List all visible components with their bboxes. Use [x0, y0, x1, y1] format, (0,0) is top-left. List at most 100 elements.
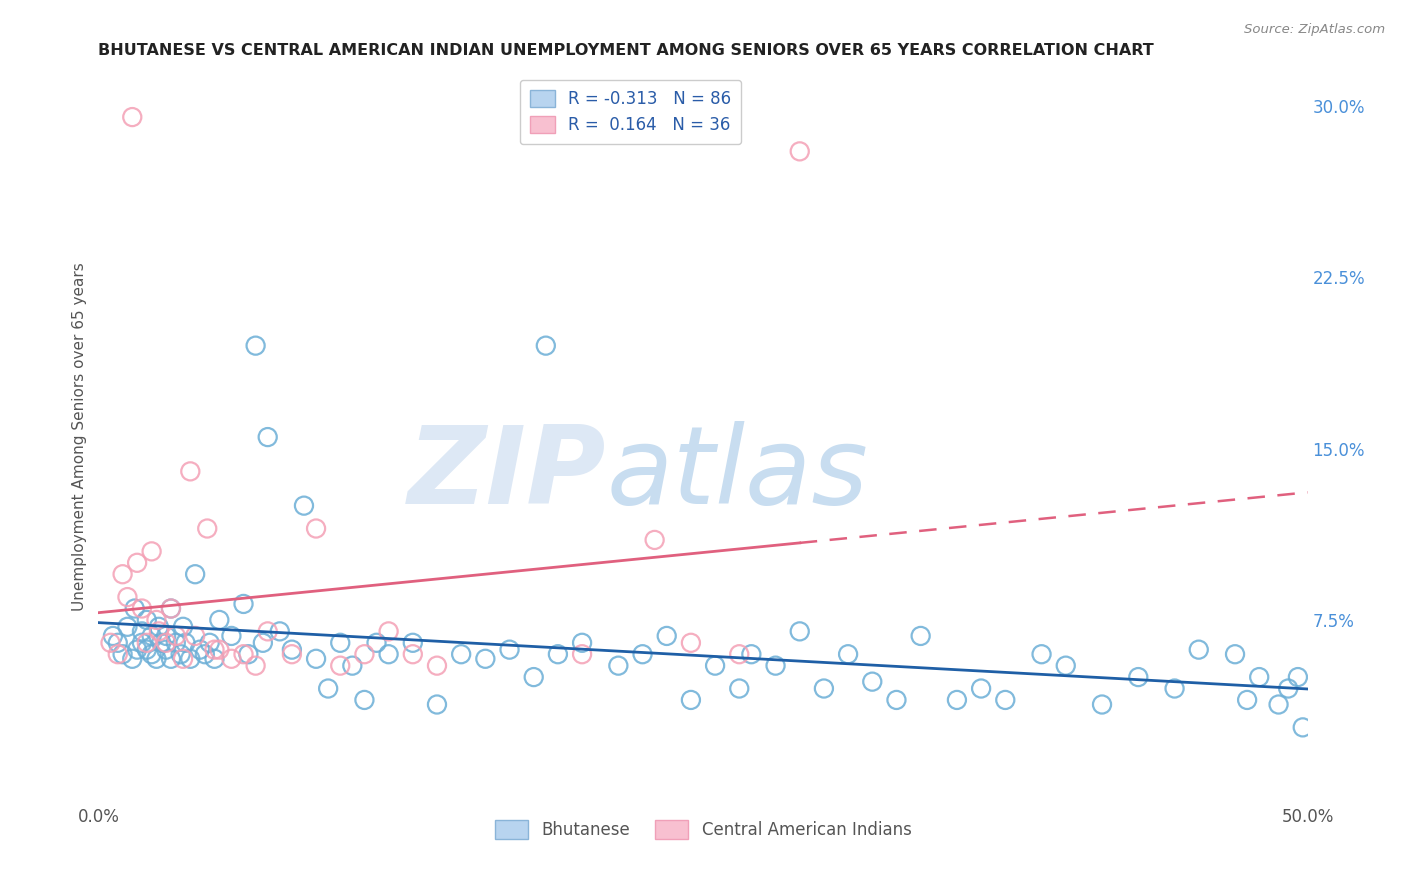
Point [970, 681, 993, 696]
Point [377, 647, 399, 661]
Point [1267, 698, 1289, 712]
Point [121, 110, 143, 124]
Point [165, 629, 187, 643]
Point [221, 629, 243, 643]
Point [145, 613, 167, 627]
Point [111, 567, 134, 582]
Point [141, 647, 163, 661]
Point [1223, 647, 1246, 661]
Point [208, 613, 231, 627]
Point [402, 636, 425, 650]
Point [141, 544, 163, 558]
Point [238, 647, 260, 661]
Text: Source: ZipAtlas.com: Source: ZipAtlas.com [1244, 23, 1385, 37]
Point [644, 533, 666, 547]
Text: atlas: atlas [606, 421, 868, 526]
Point [607, 658, 630, 673]
Point [426, 658, 449, 673]
Point [232, 597, 254, 611]
Point [155, 636, 177, 650]
Point [141, 629, 163, 643]
Point [765, 658, 787, 673]
Text: ZIP: ZIP [408, 421, 606, 526]
Point [169, 647, 191, 661]
Point [127, 642, 149, 657]
Point [111, 647, 134, 661]
Point [124, 601, 146, 615]
Point [813, 681, 835, 696]
Point [655, 629, 678, 643]
Point [1163, 681, 1185, 696]
Point [886, 693, 908, 707]
Point [135, 613, 157, 627]
Point [474, 652, 496, 666]
Point [184, 629, 207, 643]
Point [571, 636, 593, 650]
Point [195, 521, 218, 535]
Point [252, 636, 274, 650]
Point [172, 652, 194, 666]
Point [198, 636, 221, 650]
Point [679, 693, 702, 707]
Point [281, 642, 304, 657]
Point [305, 521, 328, 535]
Point [160, 601, 183, 615]
Point [117, 620, 139, 634]
Point [329, 636, 352, 650]
Point [402, 647, 425, 661]
Point [292, 499, 315, 513]
Point [145, 652, 167, 666]
Point [172, 620, 194, 634]
Point [131, 624, 153, 639]
Point [184, 567, 207, 582]
Point [366, 636, 388, 650]
Point [221, 652, 243, 666]
Point [547, 647, 569, 661]
Point [100, 636, 122, 650]
Point [377, 624, 399, 639]
Point [208, 642, 231, 657]
Point [179, 464, 201, 478]
Point [150, 636, 173, 650]
Point [107, 636, 129, 650]
Point [1292, 720, 1315, 734]
Point [165, 636, 187, 650]
Point [245, 658, 267, 673]
Point [160, 652, 183, 666]
Point [679, 636, 702, 650]
Point [256, 430, 278, 444]
Point [728, 681, 751, 696]
Legend: Bhutanese, Central American Indians: Bhutanese, Central American Indians [488, 814, 918, 846]
Point [353, 647, 375, 661]
Point [426, 698, 449, 712]
Point [281, 647, 304, 661]
Point [789, 145, 811, 159]
Point [740, 647, 762, 661]
Point [155, 642, 177, 657]
Point [316, 681, 339, 696]
Point [498, 642, 520, 657]
Point [127, 556, 149, 570]
Point [534, 339, 557, 353]
Point [329, 658, 352, 673]
Point [232, 647, 254, 661]
Point [342, 658, 364, 673]
Point [179, 652, 201, 666]
Point [353, 693, 375, 707]
Point [1054, 658, 1077, 673]
Point [101, 629, 124, 643]
Point [1277, 681, 1299, 696]
Point [131, 636, 153, 650]
Point [994, 693, 1017, 707]
Point [148, 624, 170, 639]
Point [305, 652, 328, 666]
Point [131, 601, 153, 615]
Point [194, 647, 217, 661]
Point [910, 629, 932, 643]
Point [860, 674, 883, 689]
Point [135, 636, 157, 650]
Point [789, 624, 811, 639]
Point [188, 642, 211, 657]
Point [204, 652, 226, 666]
Point [1286, 670, 1309, 684]
